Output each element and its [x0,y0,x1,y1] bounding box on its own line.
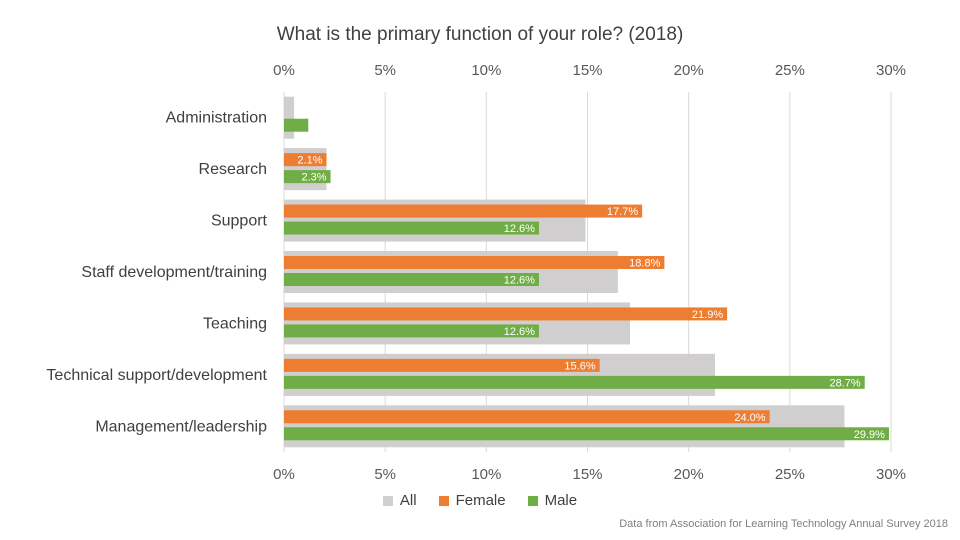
bar-male [284,221,539,235]
x-tick-label-bottom: 0% [273,466,295,483]
x-tick-label-top: 20% [674,62,704,79]
y-axis-categories: Administration Research Support Staff devel… [46,110,267,436]
bar-male [284,375,865,389]
x-tick-label-top: 15% [572,62,602,79]
x-tick-label-top: 30% [876,62,906,79]
legend-swatch-all [382,495,393,506]
data-label-female: 15.6% [564,360,595,372]
x-tick-label-top: 5% [374,62,396,79]
data-label-female: 17.7% [607,206,638,218]
bar-female [284,153,327,167]
x-tick-label-bottom: 5% [374,466,396,483]
x-axis-top: 0% 5% 10% 15% 20% 25% 30% [273,62,906,79]
data-label-male: 12.6% [504,223,535,235]
data-label-male: 29.9% [854,429,885,441]
x-tick-label-bottom: 20% [674,466,704,483]
category-label: Staff development/training [81,264,267,281]
data-labels: 2.1% 2.3% 17.7% 12.6% 18.8% 12.6% 21.9% 12.6% 15… [297,155,885,441]
legend: All Female Male [0,492,960,509]
legend-label-all: All [399,492,417,509]
data-label-male: 12.6% [504,326,535,338]
bar-male [284,170,331,184]
category-label: Technical support/development [46,367,267,384]
legend-swatch-male [527,495,538,506]
bar-female [284,256,665,269]
data-label-female: 24.0% [734,412,765,424]
x-tick-label-top: 10% [471,62,501,79]
legend-item-all: All [382,492,417,509]
data-label-female: 18.8% [629,258,660,270]
data-label-male: 28.7% [829,377,860,389]
bar-male [284,273,539,286]
legend-swatch-female [438,495,449,506]
bar-female [284,307,728,321]
category-label: Teaching [203,315,267,332]
category-label: Research [199,161,267,178]
x-tick-label-bottom: 30% [876,466,906,483]
chart-title: What is the primary function of your rol… [276,24,684,45]
bar-female [284,204,643,218]
bar-male [284,118,309,132]
bar-male [284,324,539,338]
bar-male [284,427,889,441]
legend-item-male: Male [527,492,578,509]
x-tick-label-bottom: 10% [471,466,501,483]
legend-label-female: Female [455,492,506,509]
x-tick-label-bottom: 25% [775,466,805,483]
bar-female [284,358,600,372]
data-label-female: 21.9% [692,309,723,321]
bar-female [284,410,770,424]
bar-all [284,96,295,139]
data-label-male: 2.3% [301,172,326,184]
x-tick-label-top: 0% [273,62,295,79]
category-label: Support [211,213,268,230]
source-note: Data from Association for Learning Techn… [619,518,948,530]
x-tick-label-top: 25% [775,62,805,79]
x-tick-label-bottom: 15% [572,466,602,483]
data-label-male: 12.6% [504,275,535,287]
bars [284,96,889,448]
category-label: Management/leadership [95,418,267,435]
data-label-female: 2.1% [297,155,322,167]
legend-label-male: Male [544,492,578,509]
legend-item-female: Female [438,492,506,509]
category-label: Administration [166,110,267,127]
x-axis-bottom: 0% 5% 10% 15% 20% 25% 30% [273,466,906,483]
